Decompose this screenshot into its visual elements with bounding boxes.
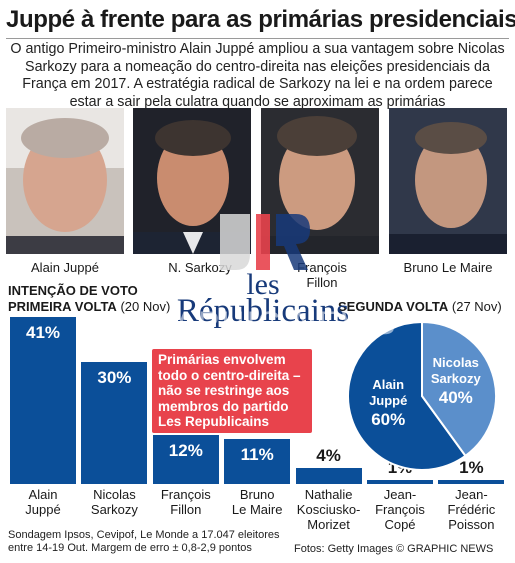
les-republicains-logo: [158, 212, 368, 352]
bar-value-label: 4%: [316, 445, 341, 465]
category-line: Jean-: [455, 487, 488, 502]
bar-value-label: 41%: [25, 323, 61, 342]
first-round-date: (20 Nov): [120, 299, 171, 314]
pie-value-label: 60%: [371, 410, 405, 429]
category-line: Frédéric: [447, 502, 496, 517]
bar-value-label: 1%: [459, 457, 484, 477]
bar: [152, 435, 219, 484]
category-line: Jean-: [383, 487, 417, 502]
second-round-heading: SEGUNDA VOLTA (27 Nov): [338, 299, 502, 315]
bar-category-label: Nathalie Kosciusko- Morizet: [289, 487, 369, 532]
portrait-n-sarkozy: [133, 108, 251, 254]
intro-text: O antigo Primeiro-ministro Alain Juppé a…: [10, 41, 505, 110]
pie-slice: [347, 320, 467, 471]
category-line: Sarkozy: [90, 502, 138, 517]
category-line: Nathalie: [304, 487, 353, 502]
pie-name-label: Alain: [372, 377, 404, 392]
pie-name-label: Sarkozy: [431, 371, 482, 386]
title-divider: [6, 38, 509, 39]
portrait-name: N. Sarkozy: [168, 260, 232, 275]
portrait-alain-juppe: [6, 108, 124, 254]
bar-value-label: 11%: [240, 445, 274, 465]
bar-value-label: 12%: [168, 441, 203, 461]
bar-category-label: Jean- Frédéric Poisson: [431, 487, 511, 532]
category-line: François: [375, 502, 425, 517]
portrait-name: Bruno Le Maire: [403, 260, 493, 275]
category-line: François: [160, 487, 211, 502]
first-round-label: PRIMEIRA VOLTA: [8, 299, 117, 314]
first-round-heading: PRIMEIRA VOLTA (20 Nov): [8, 299, 170, 315]
bar: [224, 439, 291, 484]
bar-category-label: Jean- François Copé: [360, 487, 440, 532]
portrait-bruno-le-maire: [389, 108, 507, 254]
portrait-name: Alain Juppé: [31, 260, 99, 275]
bar-category-label: François Fillon: [146, 487, 226, 517]
page-title: Juppé à frente para as primárias preside…: [6, 6, 515, 33]
category-line: Alain: [28, 487, 58, 502]
bar-category-label: Nicolas Sarkozy: [74, 487, 154, 517]
section-heading: INTENÇÃO DE VOTO: [8, 283, 138, 298]
category-line: Juppé: [25, 502, 61, 517]
category-line: Nicolas: [93, 487, 136, 502]
graphic-credit: © GRAPHIC NEWS: [396, 543, 494, 555]
logo-line-1: les: [246, 268, 280, 301]
bar-category-label: Alain Juppé: [3, 487, 83, 517]
second-round-label: SEGUNDA VOLTA: [338, 299, 449, 314]
logo-line-2: Républicains: [176, 293, 350, 329]
category-line: Copé: [384, 517, 416, 532]
category-line: Morizet: [307, 517, 350, 532]
pie-name-label: Juppé: [369, 393, 407, 408]
pie-name-label: Nicolas: [433, 355, 479, 370]
source-line-1: Sondagem Ipsos, Cevipof, Le Monde a 17.0…: [8, 529, 280, 541]
bar-category-label: Bruno Le Maire: [217, 487, 297, 517]
pie-value-label: 40%: [439, 388, 473, 407]
bar-value-label: 30%: [97, 367, 132, 387]
category-line: Le Maire: [231, 502, 283, 517]
category-line: Bruno: [239, 487, 275, 502]
second-round-pie-chart: Alain Juppé 60% Nicolas Sarkozy 40%: [346, 320, 498, 472]
category-line: Kosciusko-: [296, 502, 361, 517]
pie-slice: [421, 320, 497, 458]
portrait-name: François Fillon: [297, 260, 347, 290]
bar: [81, 361, 148, 484]
second-round-date: (27 Nov): [451, 299, 502, 314]
category-line: Fillon: [170, 502, 202, 517]
bar: [10, 317, 76, 484]
logo-wordmark: les Républicains: [158, 268, 368, 329]
watermark: GRAPHIC NEWS: [122, 305, 398, 341]
photo-credit: Fotos: Getty Images: [294, 543, 394, 555]
bar: [367, 479, 433, 484]
primaries-note-box: Primárias envolvem todo o centro-direita…: [152, 349, 312, 433]
category-line: Poisson: [448, 517, 495, 532]
bar: [438, 479, 505, 484]
bar: [295, 467, 362, 484]
source-note: Sondagem Ipsos, Cevipof, Le Monde a 17.0…: [8, 529, 280, 555]
source-line-2: entre 14-19 Out. Margem de erro ± 0,8-2,…: [8, 542, 252, 554]
